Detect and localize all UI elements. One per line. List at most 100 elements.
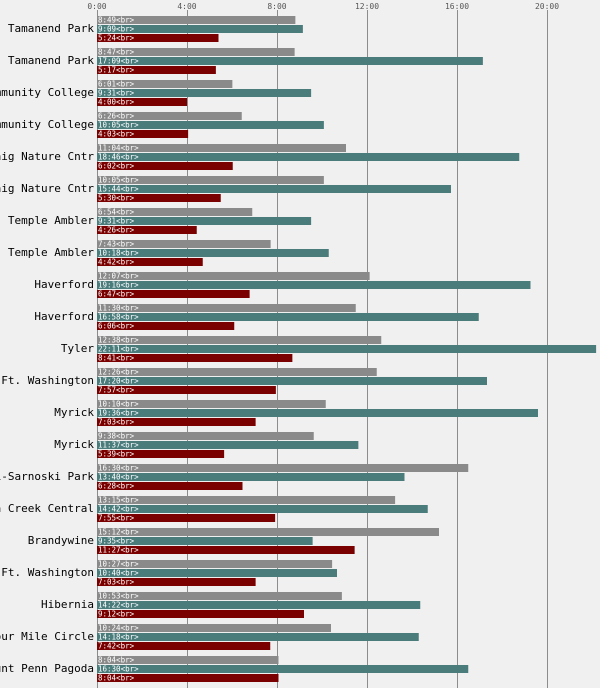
category-label: Ft. Washington [1,374,94,387]
bar-value-label: 17:09<br> [98,57,139,66]
bar-value-label: 11:27<br> [98,546,139,555]
bar-value-label: 6:47<br> [98,290,135,299]
bar [97,144,346,152]
category-label: Temple Ambler [8,214,94,227]
bar-value-label: 11:37<br> [98,441,139,450]
bar [97,601,421,609]
bar [97,528,439,536]
category-label: Tamanend Park [8,54,94,67]
bar [97,569,337,577]
bar [97,130,189,138]
bar [97,208,253,216]
category-label: ch Creek Central [0,502,94,515]
bar-value-label: 19:16<br> [98,281,139,290]
bar [97,464,469,472]
bar [97,153,520,161]
bar [97,418,256,426]
bar-value-label: 7:43<br> [98,240,135,249]
bar [97,290,250,298]
bar-value-label: 10:05<br> [98,121,139,130]
bar-value-label: 15:12<br> [98,528,139,537]
bar [97,578,256,586]
bar [97,633,419,641]
bar-value-label: 7:42<br> [98,642,135,651]
bar [97,624,331,632]
bar [97,80,233,88]
category-label: Haverford [34,278,94,291]
category-label: Hibernia [41,598,94,611]
bar [97,48,295,56]
bar-value-label: 9:12<br> [98,610,135,619]
bar [97,194,221,202]
bar [97,89,312,97]
bar [97,336,382,344]
bar-value-label: 4:26<br> [98,226,135,235]
bar-value-label: 22:11<br> [98,345,139,354]
x-tick-label: 0:00 [87,2,106,11]
bar-value-label: 13:40<br> [98,473,139,482]
bar-value-label: 6:06<br> [98,322,135,331]
bar [97,546,355,554]
bar-value-label: 7:57<br> [98,386,135,395]
category-label: Ft. Washington [1,566,94,579]
bar-value-label: 16:30<br> [98,464,139,473]
bar-value-label: 5:17<br> [98,66,135,75]
category-label: Tyler [61,342,94,355]
bar [97,34,219,42]
bar [97,482,243,490]
bar-value-label: 7:03<br> [98,578,135,587]
bar-value-label: 6:01<br> [98,80,135,89]
bar-value-label: 8:47<br> [98,48,135,57]
bar-value-label: 10:40<br> [98,569,139,578]
category-label: Kaig Nature Cntr [0,182,94,195]
bar-value-label: 8:49<br> [98,16,135,25]
bar-value-label: 12:26<br> [98,368,139,377]
bar-value-label: 5:30<br> [98,194,135,203]
category-label: Tamanend Park [8,22,94,35]
bar-value-label: 6:54<br> [98,208,135,217]
bar-value-label: 19:36<br> [98,409,139,418]
bar [97,66,216,74]
bar-value-label: 13:15<br> [98,496,139,505]
bar-value-label: 17:20<br> [98,377,139,386]
bar-value-label: 9:38<br> [98,432,135,441]
bar-value-label: 6:26<br> [98,112,135,121]
category-label: ommunity College [0,86,94,99]
bar [97,112,242,120]
bar-value-label: 10:24<br> [98,624,139,633]
bar [97,217,312,225]
bar [97,16,296,24]
bar-value-label: 8:04<br> [98,674,135,683]
bar [97,432,314,440]
category-label: Brandywine [28,534,94,547]
bar [97,98,187,106]
bar-value-label: 11:04<br> [98,144,139,153]
bar [97,226,197,234]
bar-value-label: 16:58<br> [98,313,139,322]
bar-value-label: 10:10<br> [98,400,139,409]
bar [97,409,538,417]
bar [97,304,356,312]
category-label: ommunity College [0,118,94,131]
category-label: Myrick [54,438,94,451]
bar [97,354,293,362]
category-label: Haverford [34,310,94,323]
bar [97,496,396,504]
bar [97,281,531,289]
bar [97,185,451,193]
bar-value-label: 5:24<br> [98,34,135,43]
bar-value-label: 7:55<br> [98,514,135,523]
bar-value-label: 10:05<br> [98,176,139,185]
x-tick-label: 12:00 [355,2,379,11]
x-tick-label: 8:00 [267,2,286,11]
bar-value-label: 6:02<br> [98,162,135,171]
bar-value-label: 10:27<br> [98,560,139,569]
category-label: Four Mile Circle [0,630,94,643]
bar [97,313,479,321]
bar-value-label: 14:18<br> [98,633,139,642]
bar-value-label: 8:41<br> [98,354,135,363]
bar-value-label: 10:53<br> [98,592,139,601]
bar-value-label: 4:42<br> [98,258,135,267]
x-tick-label: 4:00 [177,2,196,11]
